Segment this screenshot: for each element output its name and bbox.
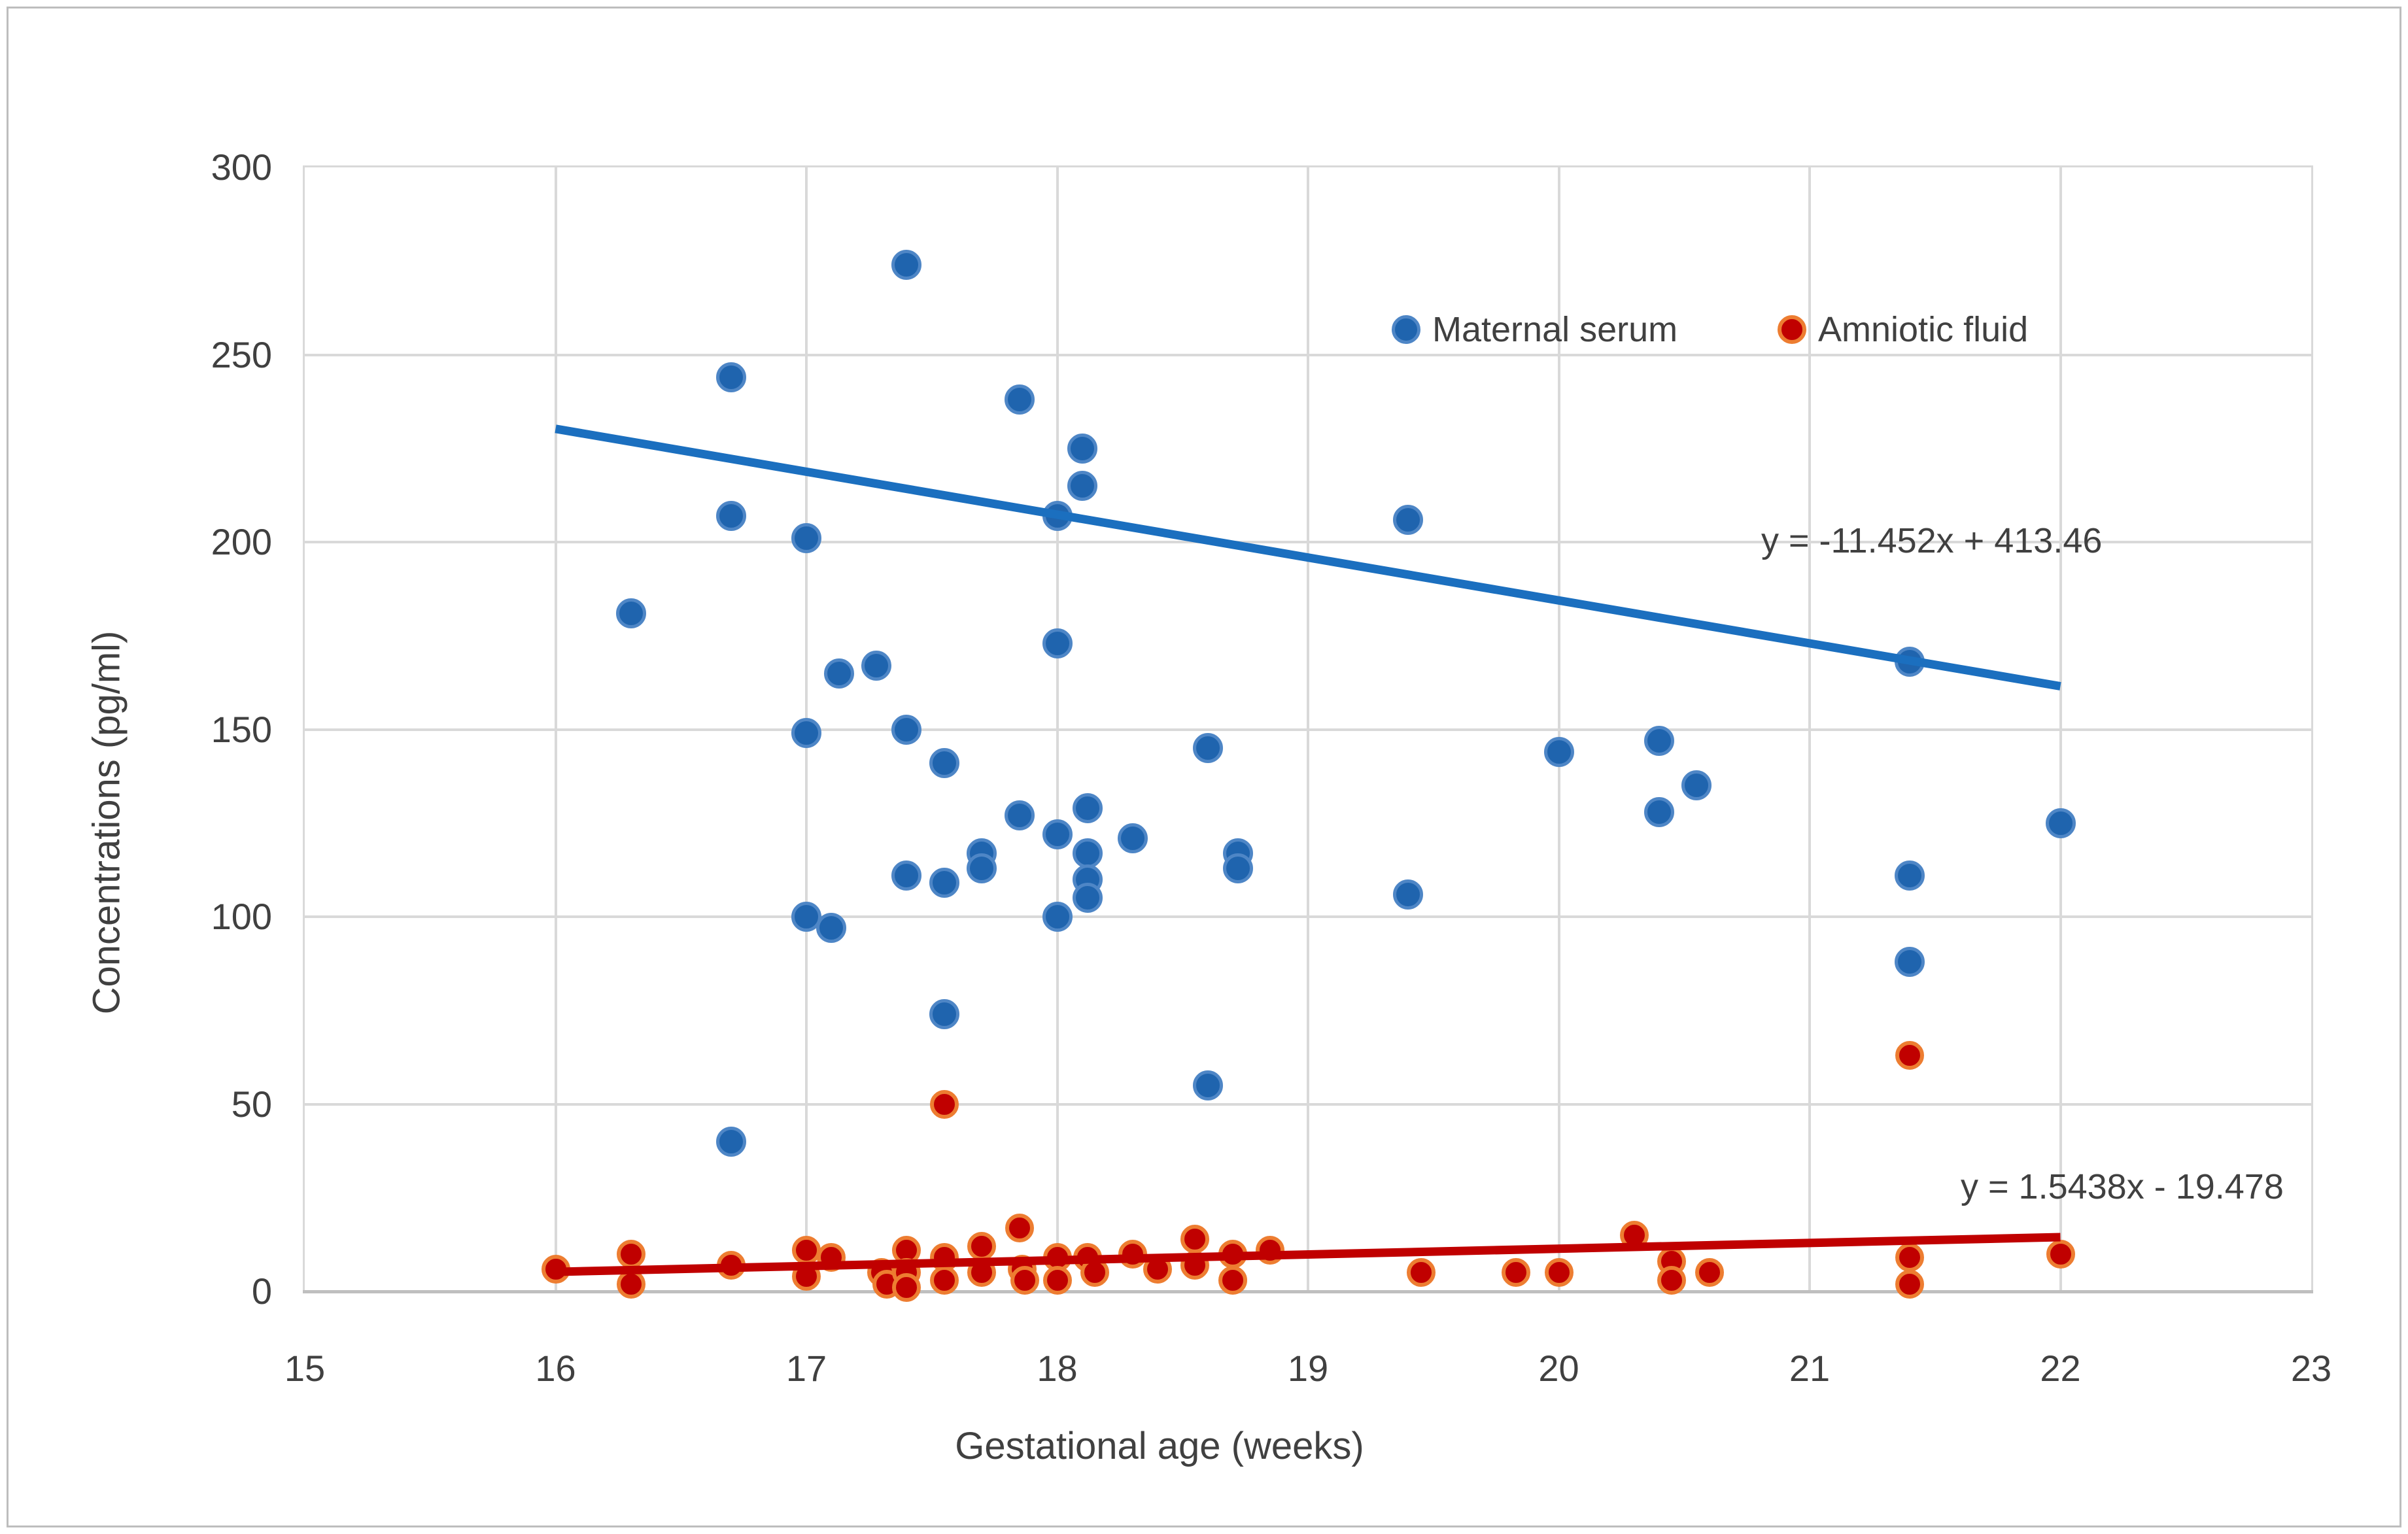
legend-label-amniotic-fluid: Amniotic fluid xyxy=(1818,310,2029,349)
x-axis-title: Gestational age (weeks) xyxy=(955,1425,1364,1467)
y-tick-label-100: 100 xyxy=(211,896,272,937)
maternal-serum-point xyxy=(929,868,959,898)
amniotic-fluid-legend-marker-icon xyxy=(1778,315,1806,344)
amniotic-fluid-point xyxy=(1042,1265,1072,1295)
maternal-serum-point xyxy=(1067,433,1097,464)
y-tick-label-150: 150 xyxy=(211,708,272,750)
x-axis-line xyxy=(303,1290,2313,1293)
amniotic-fluid-point xyxy=(1005,1213,1034,1242)
x-tick-label-20: 20 xyxy=(1538,1348,1579,1389)
maternal-serum-point xyxy=(715,1126,746,1157)
maternal-serum-point xyxy=(2045,808,2076,838)
maternal-serum-point xyxy=(1222,853,1253,883)
y-tick-label-250: 250 xyxy=(211,333,272,375)
y-tick-label-200: 200 xyxy=(211,521,272,562)
trendlines-layer xyxy=(555,424,2061,1276)
maternal-serum-point xyxy=(1895,860,1925,891)
legend-item-maternal-serum: Maternal serum xyxy=(1392,310,1677,349)
maternal-serum-point xyxy=(791,523,821,554)
amniotic-fluid-point xyxy=(1895,1041,1925,1070)
amniotic-fluid-point xyxy=(1010,1265,1039,1295)
maternal-serum-point xyxy=(1192,733,1223,764)
gridline-y-200 xyxy=(305,541,2311,543)
maternal-serum-point xyxy=(791,718,821,749)
maternal-serum-trendline-equation: y = -11.452x + 413.46 xyxy=(1761,521,2103,560)
maternal-serum-point xyxy=(967,853,997,883)
maternal-serum-point xyxy=(1042,819,1073,849)
x-tick-label-22: 22 xyxy=(2040,1348,2081,1389)
gridline-y-50 xyxy=(305,1102,2311,1106)
maternal-serum-trendline xyxy=(555,424,2061,690)
amniotic-fluid-trendline xyxy=(555,1233,2061,1276)
amniotic-fluid-point xyxy=(1895,1269,1925,1299)
amniotic-fluid-point xyxy=(1180,1224,1210,1253)
maternal-serum-legend-marker-icon xyxy=(1392,315,1420,344)
plot-area: 15 16 17 18 19 20 21 22 23 0 50 100 150 200 250 300 Mat… xyxy=(211,146,2332,1389)
x-tick-label-17: 17 xyxy=(785,1348,827,1389)
maternal-serum-point xyxy=(1072,883,1103,913)
gridline-y-250 xyxy=(305,353,2311,356)
amniotic-fluid-trendline-equation: y = 1.5438x - 19.478 xyxy=(1961,1167,2284,1206)
maternal-serum-point xyxy=(1117,823,1148,853)
maternal-serum-point xyxy=(615,598,646,628)
maternal-serum-point xyxy=(891,860,922,891)
y-tick-label-300: 300 xyxy=(211,146,272,188)
legend-item-amniotic-fluid: Amniotic fluid xyxy=(1778,310,2028,349)
amniotic-fluid-point xyxy=(929,1089,959,1119)
amniotic-fluid-point xyxy=(892,1273,921,1303)
amniotic-fluid-point xyxy=(1544,1258,1574,1287)
x-tick-label-19: 19 xyxy=(1287,1348,1329,1389)
maternal-serum-point xyxy=(861,651,892,681)
maternal-serum-point xyxy=(816,913,847,944)
maternal-serum-point xyxy=(929,998,959,1029)
maternal-serum-point xyxy=(1042,902,1073,932)
x-tick-label-23: 23 xyxy=(2290,1348,2332,1389)
chart-figure: Concentrations (pg/ml) Gestational age (… xyxy=(7,7,2401,1527)
amniotic-fluid-point xyxy=(1406,1258,1436,1287)
maternal-serum-point xyxy=(891,249,922,280)
x-tick-label-15: 15 xyxy=(284,1348,326,1389)
maternal-serum-point xyxy=(1067,471,1097,502)
maternal-serum-point xyxy=(1643,725,1674,756)
maternal-serum-point xyxy=(891,714,922,745)
maternal-serum-point xyxy=(1004,800,1035,831)
gridline-y-150 xyxy=(305,728,2311,731)
amniotic-fluid-point xyxy=(1218,1265,1247,1295)
maternal-serum-point xyxy=(1004,384,1035,415)
maternal-serum-point xyxy=(1681,770,1712,801)
amniotic-fluid-point xyxy=(1657,1265,1687,1295)
amniotic-fluid-point xyxy=(929,1265,959,1295)
maternal-serum-point xyxy=(1393,879,1424,910)
maternal-serum-point xyxy=(1042,628,1073,658)
x-tick-label-21: 21 xyxy=(1789,1348,1831,1389)
y-tick-label-50: 50 xyxy=(231,1083,272,1125)
x-tick-label-18: 18 xyxy=(1037,1348,1078,1389)
maternal-serum-point xyxy=(715,500,746,531)
y-tick-label-0: 0 xyxy=(251,1270,272,1312)
maternal-serum-point xyxy=(1072,793,1103,823)
x-tick-label-16: 16 xyxy=(535,1348,576,1389)
amniotic-fluid-point xyxy=(2046,1239,2075,1269)
amniotic-fluid-point xyxy=(1118,1239,1147,1269)
maternal-serum-point xyxy=(1895,946,1925,977)
y-axis-title: Concentrations (pg/ml) xyxy=(85,630,128,1015)
gridline-y-100 xyxy=(305,915,2311,918)
maternal-serum-point xyxy=(1192,1070,1223,1100)
maternal-serum-point xyxy=(1393,504,1424,535)
maternal-serum-point xyxy=(1543,736,1574,767)
amniotic-fluid-point xyxy=(1694,1258,1724,1287)
maternal-serum-point xyxy=(715,362,746,392)
legend-label-maternal-serum: Maternal serum xyxy=(1432,310,1678,349)
maternal-serum-point xyxy=(823,658,854,689)
maternal-serum-point xyxy=(1643,796,1674,827)
amniotic-fluid-point xyxy=(1502,1258,1531,1287)
amniotic-fluid-point xyxy=(1256,1235,1285,1265)
maternal-serum-point xyxy=(929,748,959,779)
